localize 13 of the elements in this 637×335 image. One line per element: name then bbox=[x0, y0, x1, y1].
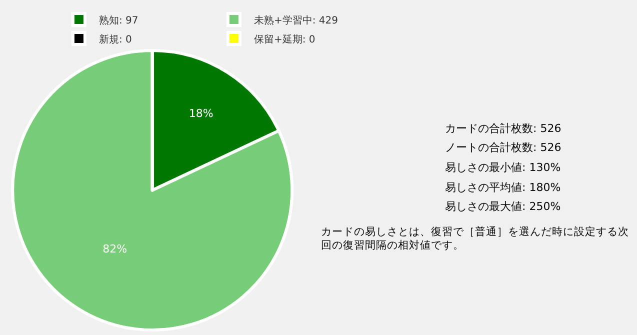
text: 易しさの最小値: 130% bbox=[445, 161, 561, 174]
legend-label: 熟知: 97 bbox=[98, 14, 138, 26]
legend-label: 保留+延期: 0 bbox=[254, 33, 316, 46]
data-label: 18% bbox=[188, 106, 214, 120]
text: ノートの合計枚数: 526 bbox=[445, 141, 562, 154]
text: 易しさの平均値: 180% bbox=[445, 181, 561, 194]
legend-label: 未熟+学習中: 429 bbox=[254, 14, 338, 26]
text: カードの合計枚数: 526 bbox=[445, 122, 562, 135]
data-label: 82% bbox=[102, 242, 128, 256]
text: 易しさの最大値: 250% bbox=[445, 200, 561, 213]
legend-label: 新規: 0 bbox=[98, 33, 132, 46]
pie-slice bbox=[11, 49, 294, 332]
text: カードの易しさとは、復習で［普通］を選んだ時に設定する次回の復習間隔の相対値です。 bbox=[321, 225, 629, 252]
